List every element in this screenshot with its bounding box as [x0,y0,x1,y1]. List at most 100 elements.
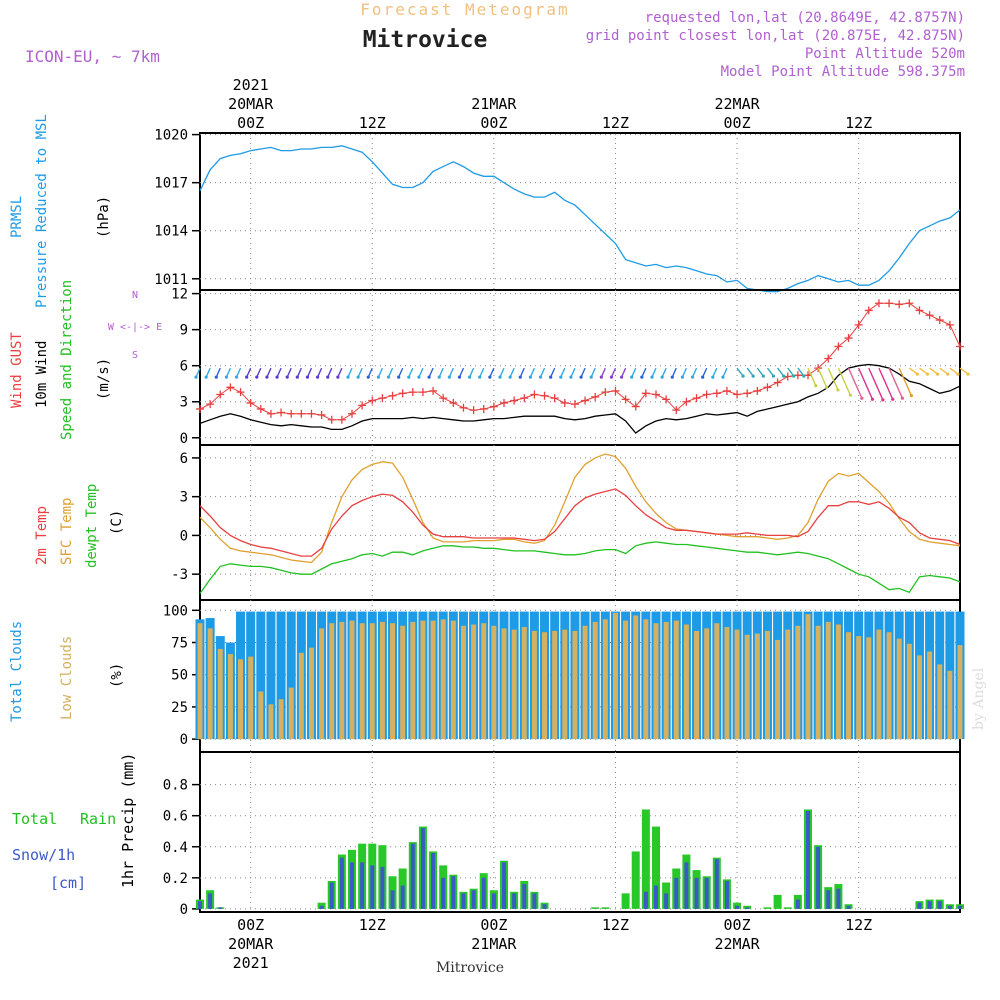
wind-arrow-head [245,375,249,379]
bottom-time-label: 00Z [724,916,751,934]
low-cloud-bar [835,624,841,740]
snow-bar [522,884,527,909]
wind-arrow-head [508,375,512,379]
low-cloud-bar [521,627,527,740]
wind-arrow [519,367,525,378]
snow-bar [674,877,679,909]
gust-marker [763,383,772,392]
wind-arrow-head [569,375,573,379]
gust-marker [337,415,346,424]
gust-marker [581,396,590,405]
wind-arrow [600,367,606,378]
gust-marker [824,354,833,363]
snow-bar [380,866,385,909]
wind-arrow-head [468,375,472,379]
snow-bar [694,877,699,909]
rain-bar [591,907,600,909]
wind-arrow [590,367,596,378]
wind-arrow [438,367,444,378]
low-cloud-bar [754,633,760,740]
gust-marker [256,404,265,413]
pressure-unit: (hPa) [96,196,112,238]
gust-marker [510,396,519,405]
low-cloud-bar [227,654,233,740]
gust-marker [388,391,397,400]
wind-arrow-head [881,398,885,402]
gust-marker [591,392,600,401]
wind-arrow-head [915,372,919,376]
wind-arrow-head [397,375,401,379]
wind-arrow [347,367,353,378]
wind-arrow [499,367,505,378]
wind-arrow [837,367,852,396]
wind-arrow-head [711,375,715,379]
y-tick-label: 0 [180,902,188,918]
bottom-time-label: 12Z [602,916,629,934]
wind-arrow-head [356,375,360,379]
gust-marker [793,371,802,380]
gust-marker [348,409,356,418]
gust-marker [925,311,934,320]
wind-arrow [306,367,313,378]
wind-arrow-head [630,375,634,379]
total-cloud-bar [256,611,266,740]
top-time-label: 20MAR [228,95,274,113]
wind-arrow-head [376,375,380,379]
wind-arrow-head [680,375,685,379]
panel-2: 0 3 6 9 12 [171,287,970,447]
wind-arrow-head [305,375,310,379]
gust-marker [692,394,701,403]
panel-frame [199,289,961,446]
low-cloud-bar [744,634,750,740]
wind-arrow-head [751,374,755,378]
snow-bar [471,890,476,909]
y-tick-label: 12 [171,287,188,303]
gust-marker [277,408,286,417]
gust-marker [905,299,914,308]
gust-marker [672,406,681,415]
snow-bar [927,901,932,909]
wind-arrow-head [946,372,950,376]
wind-arrow-head [437,375,441,379]
wind-arrow [929,367,939,375]
wind-arrow [580,367,586,378]
wind-arrow [195,367,201,378]
top-time-label: 21MAR [471,95,517,113]
snow-bar [400,885,405,909]
gust-marker [834,342,843,351]
bottom-time-label: 12Z [359,916,386,934]
gust-marker [874,299,883,308]
wind-arrow [777,367,785,377]
snow-bar [218,907,223,909]
wind-arrow [797,367,805,377]
compass-n: N [132,290,138,301]
pressure-line [199,145,961,293]
wind-arrow-head [336,375,340,379]
snow-bar [826,890,831,909]
snow-bar [451,876,456,909]
low-cloud-bar [785,629,791,740]
low-cloud-bar [846,632,852,740]
low-cloud-bar [471,624,477,740]
wind-arrow [408,367,414,378]
wind-arrow-head [295,375,299,379]
low-cloud-bar [430,620,436,740]
total-cloud-bar [286,611,296,740]
wind-arrow [959,367,969,375]
low-cloud-bar [420,620,426,740]
gust-marker [945,320,954,329]
low-cloud-bar [207,628,213,740]
gust-marker [915,306,924,315]
gust-line [199,302,961,421]
sfc-temp-line [199,453,961,564]
wind-arrow [550,367,556,378]
wind-arrow [908,367,918,375]
wind-arrow [898,367,913,396]
snow-bar [481,877,486,909]
wind-arrow-head [316,375,320,379]
rain-bar [763,907,772,909]
gust-marker [520,394,529,403]
low-cloud-bar [248,656,254,740]
wind-arrow-head [741,374,745,378]
wind-arrow-head [860,396,864,400]
